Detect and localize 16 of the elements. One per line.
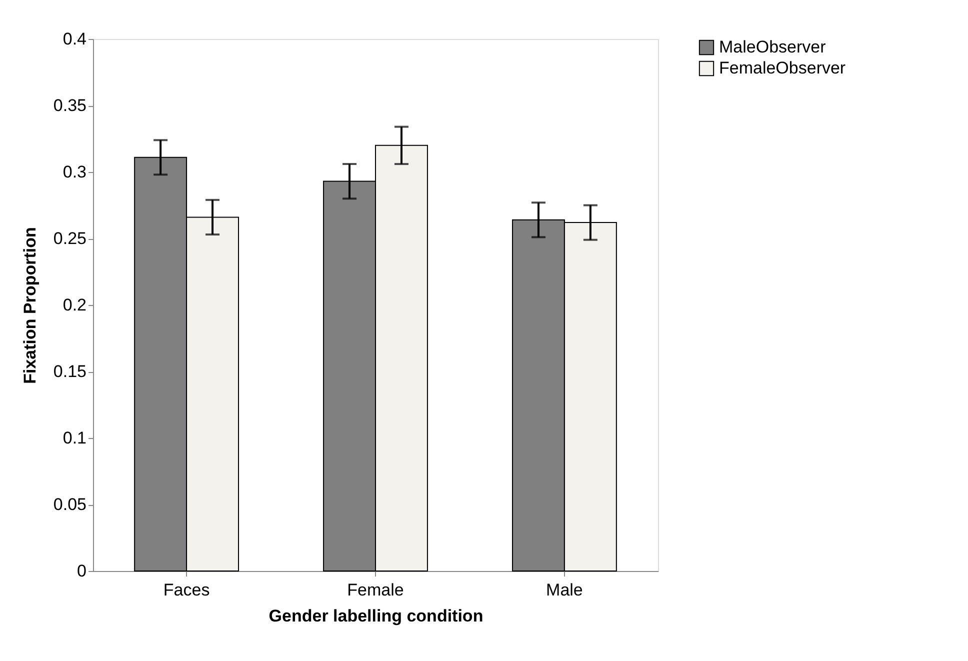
y-tick-label: 0.15 xyxy=(53,362,86,381)
y-tick-label: 0.1 xyxy=(62,428,86,448)
x-tick-label: Male xyxy=(546,580,583,600)
x-tick-label: Faces xyxy=(163,580,210,600)
legend-label: MaleObserver xyxy=(719,38,826,56)
y-tick-label: 0.05 xyxy=(53,495,86,514)
x-axis-title: Gender labelling condition xyxy=(268,606,484,626)
y-tick-label: 0 xyxy=(77,562,86,580)
legend-label: FemaleObserver xyxy=(719,58,846,78)
y-tick-label: 0.3 xyxy=(62,162,86,182)
y-tick-label: 0.4 xyxy=(62,30,86,48)
y-axis-title: Fixation Proportion xyxy=(20,227,40,384)
y-tick-label: 0.35 xyxy=(53,96,86,115)
x-tick-label: Female xyxy=(347,580,404,600)
y-tick-label: 0.25 xyxy=(53,229,86,248)
y-tick-label: 0.2 xyxy=(62,296,86,314)
